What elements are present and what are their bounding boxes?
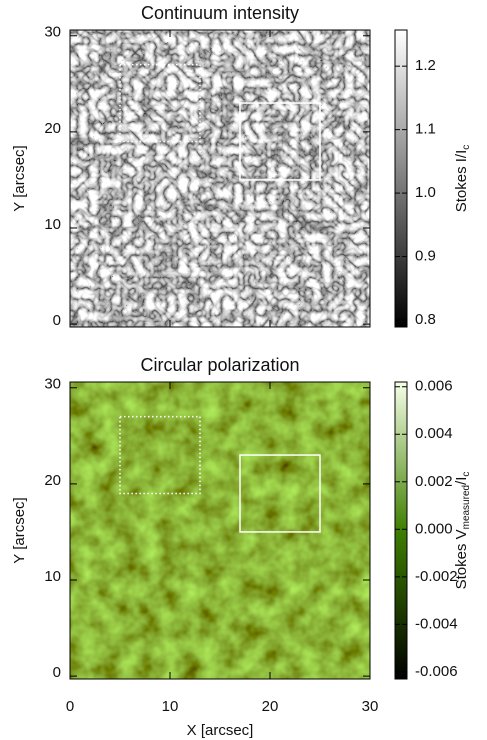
colorbar-label-subscript: measured [461,485,472,529]
colorbar [394,381,408,680]
y-tick-label: 20 [44,120,61,137]
colorbar-tick-label: -0.004 [415,615,458,632]
colorbar-label-part: /I [453,477,470,485]
region-box [119,415,201,495]
x-tick-label: 0 [66,698,74,715]
colorbar-label: Stokes Vmeasured/Ic [453,472,472,590]
y-axis-label: Y [arcsec] [11,145,28,211]
colorbar-tick-label: -0.002 [415,568,458,585]
colorbar [394,29,408,328]
y-tick-label: 10 [44,216,61,233]
colorbar-tick-label: 0.006 [415,378,453,395]
colorbar-tick-label: 0.002 [415,473,453,490]
x-tick-label: 20 [262,698,279,715]
image-texture [70,30,370,327]
region-box [119,63,201,143]
x-axis-label: X [arcsec] [187,722,254,739]
y-tick-label: 0 [53,664,61,681]
image-frame [69,29,371,328]
colorbar-tick-label: 0.000 [415,520,453,537]
colorbar-label-part: Stokes I/I [453,150,470,213]
colorbar-tick-label: 0.9 [415,248,436,265]
region-box [239,102,321,181]
colorbar-label: Stokes I/Ic [453,145,472,213]
image-texture [70,382,370,679]
y-tick-label: 20 [44,472,61,489]
colorbar-tick-label: 0.004 [415,425,453,442]
y-axis-label: Y [arcsec] [11,497,28,563]
colorbar-label-subscript: c [461,472,472,477]
y-tick-label: 30 [44,376,61,393]
colorbar-label-subscript: c [461,145,472,150]
y-tick-label: 10 [44,568,61,585]
y-tick-label: 0 [53,312,61,329]
colorbar-label-part: Stokes V [453,529,470,589]
image-frame [69,381,371,680]
chart-title: Continuum intensity [141,3,299,23]
colorbar-tick-label: 1.0 [415,184,436,201]
x-tick-label: 30 [362,698,379,715]
chart-title: Circular polarization [140,355,299,375]
colorbar-tick-label: 1.2 [415,57,436,74]
y-tick-label: 30 [44,24,61,41]
x-tick-label: 10 [162,698,179,715]
region-box [239,454,321,533]
colorbar-tick-label: -0.006 [415,663,458,680]
colorbar-tick-label: 1.1 [415,121,436,138]
colorbar-tick-label: 0.8 [415,311,436,328]
